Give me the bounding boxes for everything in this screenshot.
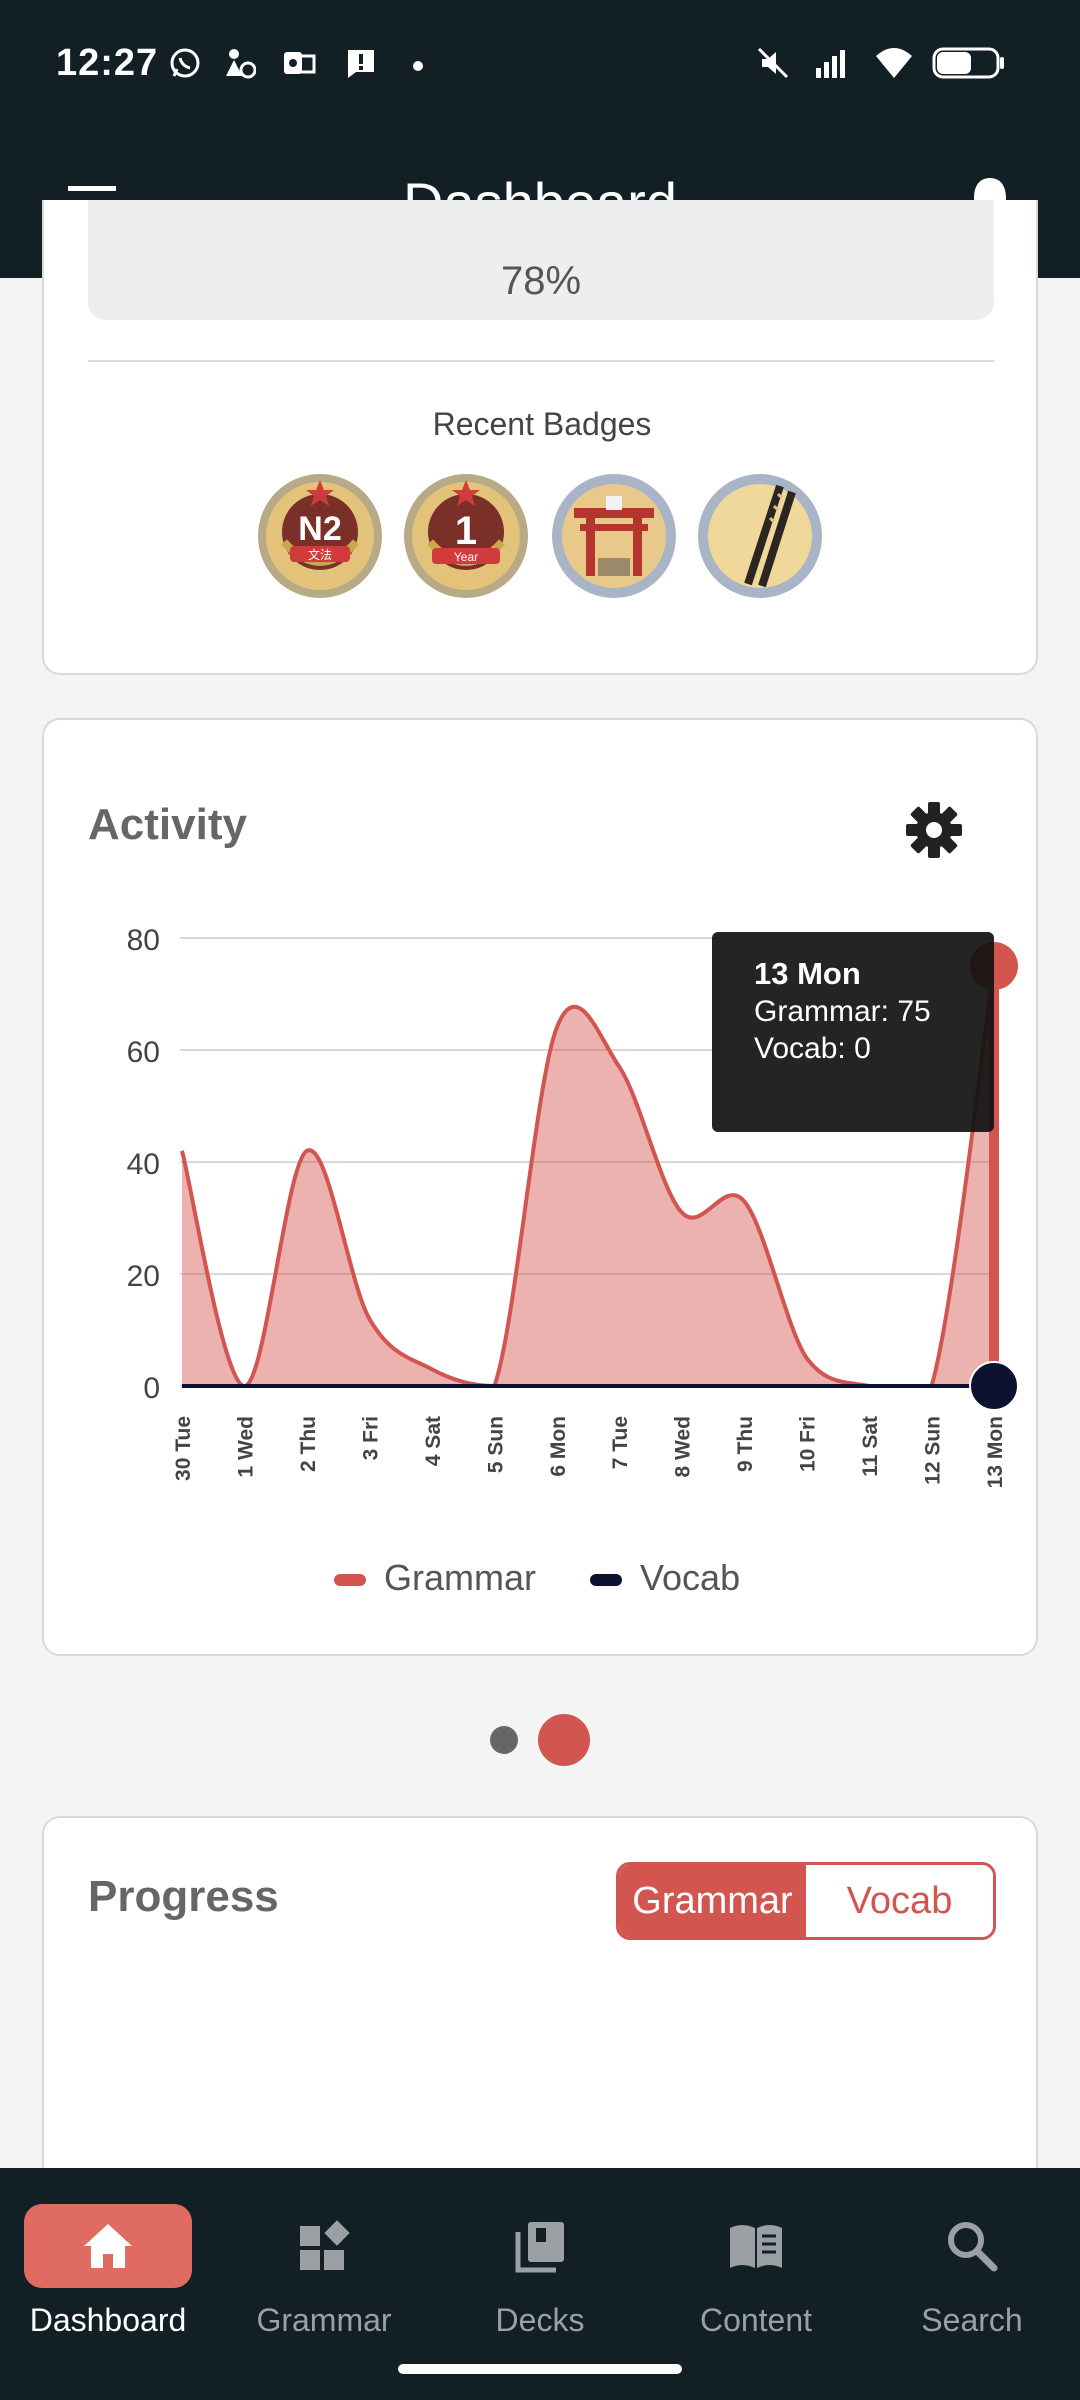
alert-icon [348, 50, 374, 78]
tooltip-day: 13 Mon [754, 956, 861, 991]
y-tick-label: 40 [127, 1148, 160, 1181]
nav-label: Search [921, 2302, 1023, 2338]
whatsapp-icon [170, 48, 200, 78]
search-icon [948, 2222, 998, 2272]
activity-chart[interactable]: 0 20 40 60 80 30 Tue 1 Wed 2 Thu 3 Fri 4 Sat 5 Sun… [44, 720, 1040, 1658]
pager-dot-1[interactable] [490, 1726, 518, 1754]
badge-sub-text: 文法 [308, 547, 332, 562]
recent-badges-title: Recent Badges [432, 406, 652, 442]
summary-card: 78% Recent Badges N2 文法 1 Year [42, 200, 1038, 675]
x-tick-label: 7 Tue [609, 1416, 632, 1469]
x-tick-label: 10 Fri [797, 1416, 820, 1472]
activity-card: Activity 0 20 40 60 80 30 Tue 1 Wed 2 Thu 3 Fri 4… [42, 718, 1038, 1656]
progress-tile-adept[interactable]: Adept 11 文 [550, 1982, 994, 2108]
decks-icon [515, 2222, 564, 2273]
nav-label: Dashboard [29, 2302, 187, 2338]
y-tick-label: 80 [127, 924, 160, 957]
x-tick-label: 3 Fri [359, 1416, 382, 1460]
y-tick-label: 60 [127, 1036, 160, 1069]
badge-main-text: 1 [455, 509, 477, 553]
legend-vocab-swatch [590, 1574, 622, 1586]
pager-dots [0, 1712, 1080, 1772]
status-bar: 12:27 [0, 0, 1080, 130]
legend-grammar-label: Grammar [384, 1557, 536, 1598]
overall-progress-bar: 78% [88, 200, 994, 320]
chopsticks-badge[interactable] [696, 472, 824, 600]
tile-label: Adept [572, 2004, 656, 2040]
mute-icon [757, 47, 789, 79]
notification-icon [226, 49, 256, 79]
x-tick-label: 6 Mon [547, 1416, 570, 1477]
outlook-icon [284, 52, 316, 74]
nav-dashboard[interactable]: Dashboard [0, 2186, 216, 2356]
pager-dot-2-active[interactable] [538, 1714, 590, 1766]
toggle-grammar[interactable]: Grammar [619, 1865, 806, 1937]
grammar-glyph-icon: 文 [898, 2004, 974, 2080]
progress-type-toggle: Grammar Vocab [616, 1862, 996, 1940]
vocab-highlight-point [969, 1361, 1019, 1411]
badge-main-text: N2 [298, 510, 341, 548]
x-tick-label: 13 Mon [984, 1416, 1007, 1488]
tile-label: Beginner [110, 2004, 239, 2040]
tile-count: 5 [110, 2040, 135, 2089]
wifi-icon [876, 48, 912, 78]
chart-tooltip [712, 932, 994, 1132]
tile-count: 11 [572, 2040, 619, 2089]
x-tick-label: 11 Sat [859, 1416, 882, 1477]
legend-grammar-swatch [334, 1574, 366, 1586]
gear-icon[interactable] [904, 800, 964, 860]
y-tick-label: 0 [143, 1372, 160, 1405]
activity-title: Activity [88, 800, 247, 849]
toggle-vocab[interactable]: Vocab [806, 1865, 993, 1937]
nav-decks[interactable]: Decks [432, 2186, 648, 2356]
dot-icon [413, 61, 423, 71]
grammar-glyph-icon: 文 [436, 2004, 512, 2080]
nav-search[interactable]: Search [864, 2186, 1080, 2356]
grammar-area [182, 966, 994, 1386]
one-year-badge[interactable]: 1 Year [402, 472, 530, 600]
battery-icon [932, 47, 1004, 79]
book-icon [730, 2225, 782, 2268]
signal-icon [816, 50, 845, 78]
bottom-navigation: Dashboard Grammar Decks Content Search [0, 2168, 1080, 2400]
nav-grammar[interactable]: Grammar [216, 2186, 432, 2356]
x-tick-label: 4 Sat [422, 1416, 445, 1466]
x-tick-label: 1 Wed [234, 1416, 257, 1477]
nav-label: Decks [495, 2302, 585, 2338]
n2-grammar-badge[interactable]: N2 文法 [256, 472, 384, 600]
nav-label: Grammar [256, 2302, 392, 2338]
legend-vocab-label: Vocab [640, 1557, 740, 1598]
grammar-icon [300, 2220, 350, 2270]
progress-card: Progress Grammar Vocab Beginner 5 文 Adep… [42, 1816, 1038, 2226]
progress-tile-beginner[interactable]: Beginner 5 文 [88, 1982, 532, 2108]
nav-content[interactable]: Content [648, 2186, 864, 2356]
x-tick-label: 2 Thu [297, 1416, 320, 1472]
x-tick-label: 9 Thu [734, 1416, 757, 1472]
status-time: 12:27 [56, 42, 159, 84]
x-tick-label: 5 Sun [484, 1416, 507, 1473]
nav-label: Content [699, 2302, 813, 2338]
x-tick-label: 12 Sun [922, 1416, 945, 1485]
x-tick-label: 8 Wed [672, 1416, 695, 1477]
home-indicator[interactable] [398, 2364, 682, 2374]
y-tick-label: 20 [127, 1260, 160, 1293]
tooltip-vocab: Vocab: 0 [754, 1032, 871, 1065]
badge-sub-text: Year [454, 550, 478, 564]
progress-title: Progress [88, 1872, 279, 1921]
overall-progress-value: 78% [500, 259, 582, 303]
home-icon [84, 2224, 132, 2268]
divider [88, 360, 994, 362]
x-tick-label: 30 Tue [172, 1416, 195, 1481]
tooltip-grammar: Grammar: 75 [754, 995, 931, 1028]
torii-gate-badge[interactable] [550, 472, 678, 600]
